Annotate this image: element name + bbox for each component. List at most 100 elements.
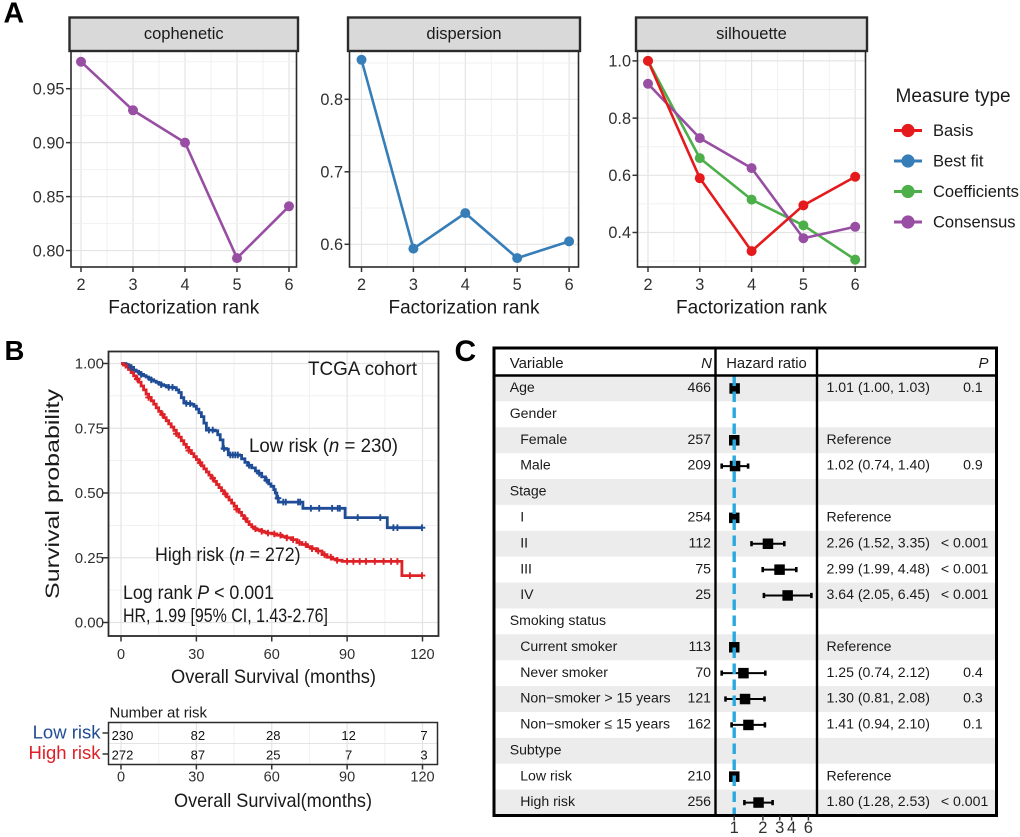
svg-text:7: 7	[420, 728, 427, 743]
svg-text:Factorization rank: Factorization rank	[676, 298, 828, 319]
svg-text:N: N	[701, 355, 712, 372]
svg-text:113: 113	[689, 638, 712, 654]
svg-text:TCGA cohort: TCGA cohort	[308, 358, 418, 380]
svg-text:5: 5	[232, 276, 241, 294]
svg-text:B: B	[5, 335, 25, 366]
svg-text:< 0.001: < 0.001	[941, 793, 989, 809]
svg-text:120: 120	[410, 647, 434, 663]
svg-text:Reference: Reference	[827, 638, 892, 654]
svg-text:1.01 (1.00, 1.03): 1.01 (1.00, 1.03)	[827, 379, 930, 395]
svg-text:12: 12	[341, 728, 355, 743]
svg-text:< 0.001: < 0.001	[941, 560, 989, 576]
svg-text:2.26 (1.52, 3.35): 2.26 (1.52, 3.35)	[827, 534, 930, 550]
svg-text:0.8: 0.8	[320, 91, 343, 109]
svg-text:I: I	[520, 509, 524, 525]
svg-text:254: 254	[687, 509, 711, 525]
svg-text:0.4: 0.4	[608, 224, 631, 242]
svg-text:Reference: Reference	[827, 767, 892, 783]
svg-text:Consensus: Consensus	[933, 214, 1016, 232]
svg-text:Hazard ratio: Hazard ratio	[726, 356, 807, 372]
svg-text:0.1: 0.1	[963, 379, 983, 395]
svg-text:25: 25	[266, 748, 280, 763]
svg-text:75: 75	[695, 560, 711, 576]
svg-text:28: 28	[266, 728, 280, 743]
svg-text:1: 1	[730, 819, 739, 837]
svg-text:4: 4	[747, 276, 756, 294]
svg-text:4: 4	[787, 819, 796, 837]
svg-text:4: 4	[180, 276, 189, 294]
svg-text:Gender: Gender	[510, 405, 557, 421]
svg-text:Female: Female	[520, 431, 567, 447]
svg-text:1.25 (0.74, 2.12): 1.25 (0.74, 2.12)	[827, 664, 930, 680]
svg-text:Male: Male	[520, 457, 551, 473]
svg-text:2.99 (1.99, 4.48): 2.99 (1.99, 4.48)	[827, 560, 930, 576]
svg-text:P: P	[978, 355, 988, 372]
svg-text:3: 3	[409, 276, 418, 294]
svg-text:257: 257	[687, 431, 711, 447]
svg-text:dispersion: dispersion	[426, 25, 501, 43]
svg-text:C: C	[455, 335, 477, 368]
svg-text:Number at risk: Number at risk	[110, 705, 208, 722]
svg-text:silhouette: silhouette	[716, 25, 787, 43]
svg-text:90: 90	[339, 647, 355, 663]
svg-text:Basis: Basis	[933, 122, 973, 140]
svg-text:Coefficients: Coefficients	[933, 183, 1019, 201]
svg-text:Never smoker: Never smoker	[520, 664, 608, 680]
svg-text:0.3: 0.3	[963, 690, 983, 706]
svg-text:7: 7	[345, 748, 352, 763]
svg-text:0.1: 0.1	[963, 716, 983, 732]
svg-text:0.00: 0.00	[75, 615, 104, 632]
svg-text:II: II	[520, 534, 528, 550]
svg-text:5: 5	[513, 276, 522, 294]
svg-text:209: 209	[687, 457, 711, 473]
svg-text:30: 30	[188, 647, 204, 663]
svg-text:Measure type: Measure type	[896, 86, 1011, 107]
svg-text:Subtype: Subtype	[510, 742, 562, 758]
svg-text:0: 0	[117, 647, 125, 663]
svg-text:Log rank P < 0.001: Log rank P < 0.001	[123, 582, 274, 604]
svg-text:82: 82	[191, 728, 205, 743]
svg-text:3: 3	[695, 276, 704, 294]
svg-text:0.4: 0.4	[963, 664, 983, 680]
svg-text:Non−smoker > 15 years: Non−smoker > 15 years	[520, 690, 670, 706]
svg-text:256: 256	[687, 793, 711, 809]
svg-text:87: 87	[191, 748, 205, 763]
svg-text:0.95: 0.95	[33, 80, 65, 98]
svg-text:Variable: Variable	[510, 355, 564, 372]
svg-text:0.85: 0.85	[33, 188, 65, 206]
svg-text:6: 6	[565, 276, 574, 294]
svg-text:0.50: 0.50	[75, 485, 104, 502]
svg-text:Low risk: Low risk	[33, 722, 102, 743]
svg-text:Survival probability: Survival probability	[42, 389, 64, 599]
svg-text:162: 162	[687, 716, 711, 732]
svg-text:Overall Survival (months): Overall Survival (months)	[171, 666, 376, 688]
svg-text:Best fit: Best fit	[933, 153, 984, 171]
svg-text:Current smoker: Current smoker	[520, 638, 617, 654]
svg-text:Factorization rank: Factorization rank	[388, 298, 540, 319]
svg-text:3.64 (2.05, 6.45): 3.64 (2.05, 6.45)	[827, 586, 930, 602]
svg-text:0.7: 0.7	[320, 164, 343, 182]
svg-text:cophenetic: cophenetic	[144, 25, 224, 43]
svg-text:0.8: 0.8	[608, 110, 631, 128]
svg-text:2: 2	[76, 276, 85, 294]
svg-text:90: 90	[339, 770, 355, 786]
svg-text:2: 2	[643, 276, 652, 294]
svg-text:120: 120	[410, 770, 434, 786]
svg-text:3: 3	[420, 748, 427, 763]
svg-text:60: 60	[264, 647, 280, 663]
svg-text:0.80: 0.80	[33, 242, 65, 260]
svg-text:272: 272	[112, 748, 134, 763]
svg-text:4: 4	[461, 276, 470, 294]
svg-text:Low risk: Low risk	[520, 767, 573, 783]
svg-text:230: 230	[112, 728, 134, 743]
svg-text:1.41 (0.94, 2.10): 1.41 (0.94, 2.10)	[827, 716, 930, 732]
svg-text:210: 210	[687, 767, 711, 783]
svg-text:6: 6	[804, 819, 813, 837]
svg-text:IV: IV	[520, 586, 534, 602]
svg-text:High risk (n = 272): High risk (n = 272)	[155, 544, 301, 566]
svg-text:Stage: Stage	[510, 483, 547, 499]
svg-text:0.6: 0.6	[320, 236, 343, 254]
svg-text:6: 6	[851, 276, 860, 294]
svg-text:0.75: 0.75	[75, 420, 104, 437]
svg-text:High risk: High risk	[520, 793, 576, 809]
